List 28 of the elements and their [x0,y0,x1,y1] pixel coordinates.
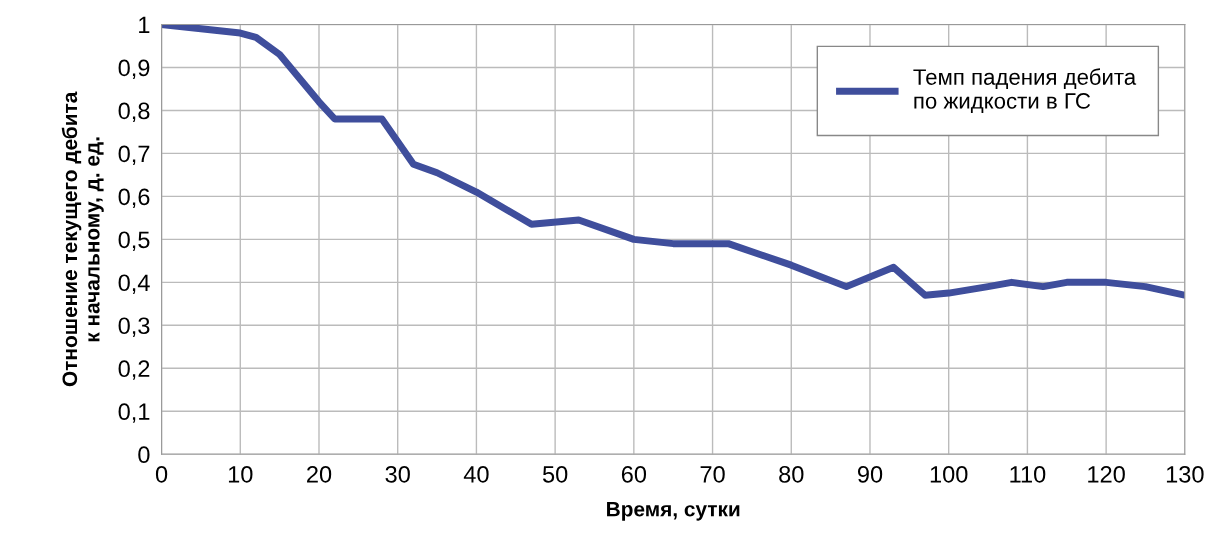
x-tick-label: 120 [1088,465,1125,483]
y-tick-label: 0 [138,446,150,464]
y-axis-title: Отношение текущего дебита к начальному, д. ед. [61,91,104,387]
y-tick-label: 0,7 [118,145,150,165]
legend-label: Темп падения дебита по жидкости в ГС [913,68,1137,114]
x-tick-label: 10 [228,465,253,483]
y-tick-label: 0,2 [118,360,150,380]
y-tick-label: 0,1 [118,403,150,423]
x-tick-label: 20 [307,465,332,483]
y-tick-label: 0,9 [118,59,150,80]
x-tick-label: 50 [542,465,568,483]
y-tick-label: 0,4 [118,274,150,294]
x-tick-label: 40 [463,465,489,483]
x-tick-label: 0 [155,465,168,483]
x-axis-title: Время, сутки [607,502,740,521]
y-tick-label: 1 [139,16,150,34]
x-tick-label: 60 [621,465,647,483]
y-tick-label: 0,5 [118,231,150,251]
x-tick-label: 90 [857,465,883,483]
x-tick-label: 130 [1166,465,1204,483]
x-tick-label: 110 [1010,465,1046,483]
x-tick-label: 80 [779,465,804,483]
y-tick-label: 0,6 [118,188,150,208]
x-tick-label: 70 [700,465,725,483]
y-tick-label: 0,3 [118,317,150,337]
x-tick-label: 100 [930,465,968,483]
x-tick-label: 30 [385,465,410,483]
y-tick-label: 0,8 [118,102,150,123]
